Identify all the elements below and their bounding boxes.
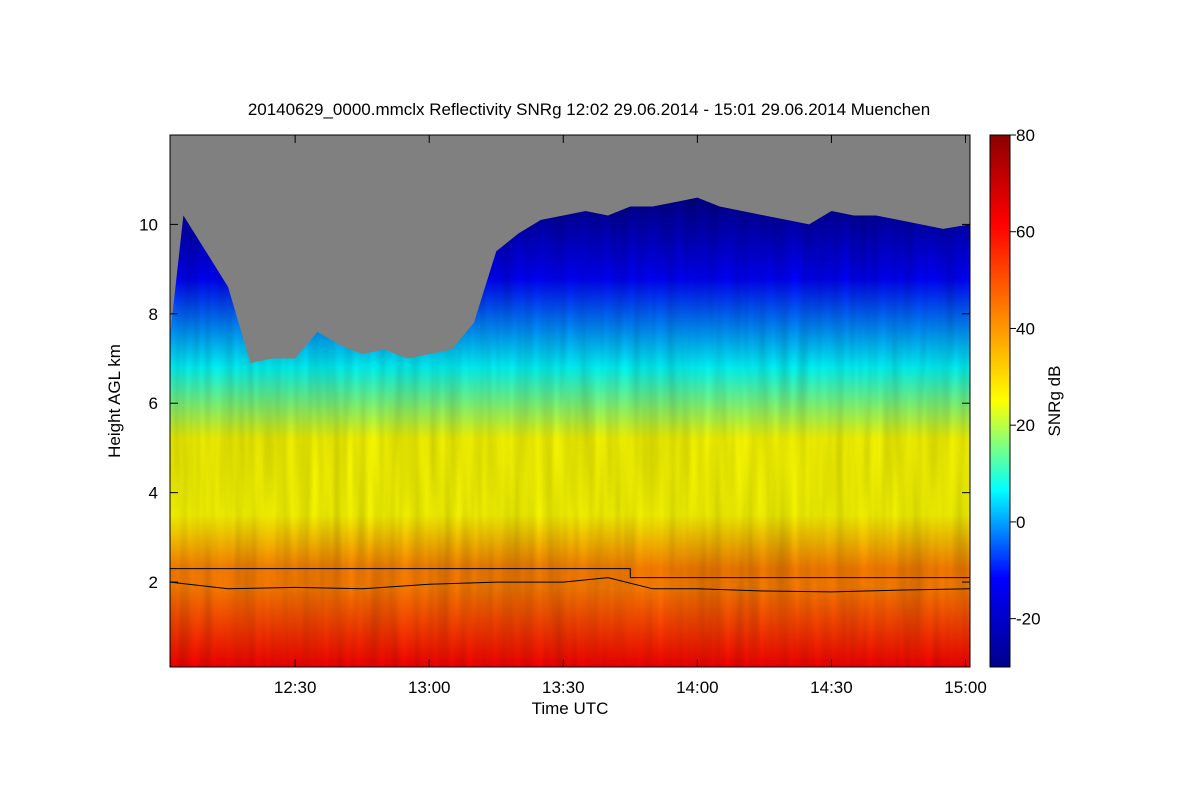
x-tick-label: 13:00	[408, 678, 451, 697]
colorbar-tick-label: 80	[1016, 126, 1035, 145]
no-signal-area	[170, 135, 970, 363]
x-axis-label: Time UTC	[532, 699, 609, 718]
x-axis: 12:30 13:00 13:30 14:00 14:30 15:00	[274, 135, 987, 697]
lower-height-line	[170, 577, 970, 593]
y-tick-label: 4	[149, 484, 158, 503]
chart-title: 20140629_0000.mmclx Reflectivity SNRg 12…	[248, 100, 930, 119]
x-tick-label: 14:00	[676, 678, 719, 697]
y-axis-label: Height AGL km	[105, 344, 124, 458]
x-tick-label: 12:30	[274, 678, 317, 697]
y-tick-label: 10	[139, 215, 158, 234]
colorbar-tick-label: 20	[1016, 416, 1035, 435]
colorbar-tick-label: -20	[1016, 610, 1041, 629]
colorbar-tick-label: 60	[1016, 223, 1035, 242]
y-tick-label: 8	[149, 305, 158, 324]
x-tick-label: 14:30	[810, 678, 853, 697]
y-tick-label: 2	[149, 573, 158, 592]
plot-frame	[169, 134, 971, 668]
colorbar-tick-label: 40	[1016, 319, 1035, 338]
y-axis: 2 4 6 8 10	[139, 215, 970, 592]
colorbar-label: SNRg dB	[1045, 366, 1064, 437]
plot-area	[170, 135, 970, 667]
upper-height-line	[170, 568, 970, 579]
colorbar-tick-label: 0	[1016, 513, 1025, 532]
x-tick-label: 13:30	[542, 678, 585, 697]
y-tick-label: 6	[149, 394, 158, 413]
colorbar-scale	[989, 134, 1011, 668]
colorbar: -20 0 20 40 60 80 SNRg dB	[989, 126, 1064, 668]
x-tick-label: 15:00	[944, 678, 987, 697]
